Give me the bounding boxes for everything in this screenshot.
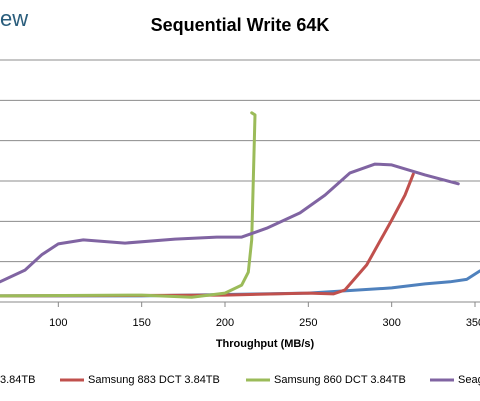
x-tick-label: 150 (132, 317, 150, 329)
x-tick-label: 250 (299, 317, 317, 329)
series-line (0, 269, 480, 298)
x-axis-title: Throughput (MB/s) (216, 338, 315, 350)
legend-label: 3.84TB (0, 374, 35, 386)
x-tick-label: 200 (216, 317, 234, 329)
x-tick-label: 100 (49, 317, 67, 329)
legend-label: Samsung 883 DCT 3.84TB (88, 374, 220, 386)
legend-label: Samsung 860 DCT 3.84TB (274, 374, 406, 386)
x-tick-label: 300 (382, 317, 400, 329)
legend-label: Seag (458, 374, 480, 386)
series-line (0, 111, 257, 299)
x-tick-label: 350 (466, 317, 480, 329)
chart-title: Sequential Write 64K (151, 15, 330, 35)
series-line (0, 172, 415, 298)
watermark: ew (0, 6, 28, 31)
series-line (0, 162, 460, 284)
